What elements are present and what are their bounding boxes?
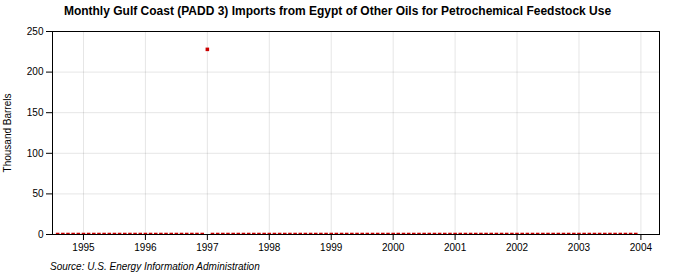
svg-text:2002: 2002 [506,242,529,253]
html-text:Source: U.S. Energy Informatio: Source: U.S. Energy Information Administ… [50,261,260,272]
svg-text:1996: 1996 [134,242,157,253]
svg-text:2004: 2004 [630,242,653,253]
svg-text:1998: 1998 [258,242,281,253]
svg-text:250: 250 [27,26,44,37]
svg-text:Thousand Barrels: Thousand Barrels [2,94,13,173]
svg-text:2003: 2003 [568,242,591,253]
svg-text:0: 0 [38,229,44,240]
svg-text:1997: 1997 [196,242,219,253]
svg-text:100: 100 [27,148,44,159]
svg-text:200: 200 [27,66,44,77]
svg-text:50: 50 [32,188,44,199]
html-text:Monthly Gulf Coast (PADD 3) Im: Monthly Gulf Coast (PADD 3) Imports from… [63,4,612,18]
svg-text:2001: 2001 [444,242,467,253]
svg-text:1995: 1995 [72,242,95,253]
svg-text:1999: 1999 [320,242,343,253]
svg-text:2000: 2000 [382,242,405,253]
svg-text:150: 150 [27,107,44,118]
